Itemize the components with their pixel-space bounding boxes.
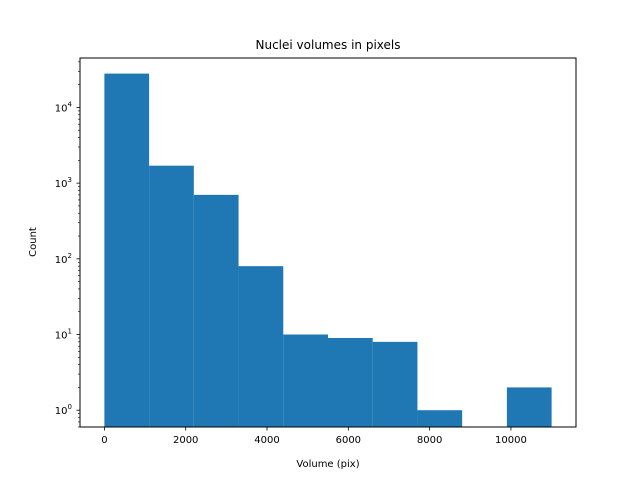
x-axis-title: Volume (pix) <box>296 459 359 470</box>
x-tick-label: 8000 <box>417 435 442 446</box>
bars-group <box>104 73 552 427</box>
x-tick-label: 2000 <box>173 435 198 446</box>
x-tick-label: 4000 <box>254 435 279 446</box>
histogram-bar-2 <box>193 194 239 427</box>
histogram-bar-4 <box>283 334 328 427</box>
x-tick-label: 0 <box>101 435 107 446</box>
histogram-bar-9 <box>506 387 552 427</box>
histogram-bar-1 <box>149 165 194 427</box>
x-tick-label: 10000 <box>495 435 527 446</box>
histogram-bar-0 <box>104 73 150 427</box>
y-axis-title: Count <box>28 227 39 257</box>
histogram-bar-5 <box>328 337 373 427</box>
chart-title: Nuclei volumes in pixels <box>256 38 401 52</box>
histogram-bar-7 <box>417 410 463 427</box>
histogram-bar-3 <box>238 266 284 427</box>
x-axis-ticks: 0 2000 4000 6000 8000 10000 <box>101 427 527 446</box>
plot-frame <box>79 57 577 428</box>
histogram-bar-6 <box>372 341 418 427</box>
x-tick-label: 6000 <box>336 435 361 446</box>
